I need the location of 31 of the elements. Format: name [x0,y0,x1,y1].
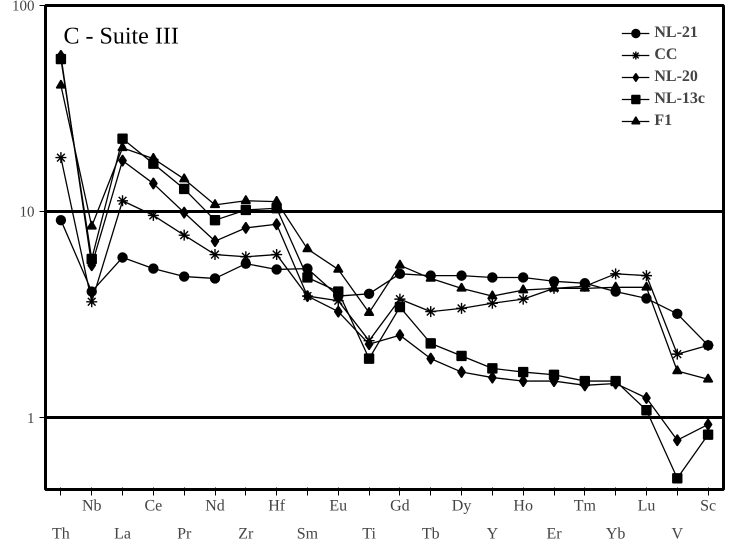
x-tick-label: Sc [700,498,716,514]
y-tick-label: 100 [12,0,34,14]
x-tick-label: Y [486,526,499,542]
x-tick-label: Er [546,526,562,542]
x-tick-label: Tm [574,498,596,514]
x-tick-label: V [671,526,684,542]
legend-label: F1 [654,112,674,130]
x-tick-label: La [114,526,131,542]
x-tick-label: Ce [144,498,162,514]
x-tick-label: Ti [362,526,376,542]
x-tick-label: Eu [329,498,348,514]
x-tick-label: Dy [452,498,472,514]
x-tick-label: Hf [268,498,286,514]
legend-label: NL-20 [654,68,698,86]
x-tick-label: Sm [296,526,319,542]
x-tick-label: Nb [82,498,102,514]
legend-label: NL-21 [654,24,698,42]
x-tick-label: Tb [422,526,440,542]
legend-label: CC [654,46,678,64]
x-tick-label: Yb [606,526,626,542]
y-tick-label: 1 [27,410,34,427]
x-tick-label: Nd [205,498,225,514]
x-tick-label: Pr [177,526,192,542]
x-tick-label: Th [52,526,70,542]
y-tick-label: 10 [20,204,34,221]
x-tick-label: Zr [238,526,254,542]
x-tick-label: Gd [390,498,410,514]
x-tick-label: Ho [513,498,533,514]
legend-label: NL-13c [654,90,705,108]
text: C - Suite III [64,24,179,50]
x-tick-label: Lu [638,498,656,514]
